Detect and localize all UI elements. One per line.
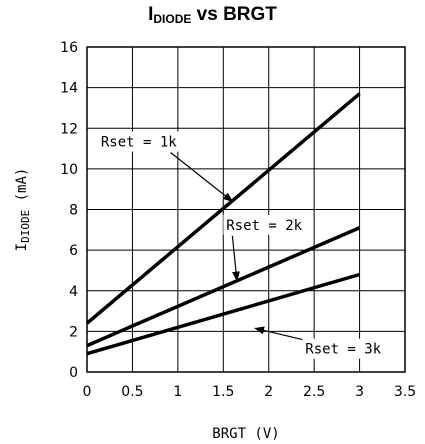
annotation-arrow xyxy=(170,152,234,202)
y-tick-label: 0 xyxy=(69,365,78,381)
series-line xyxy=(86,226,361,348)
series-lines xyxy=(85,92,361,356)
y-tick-label: 14 xyxy=(60,81,78,97)
series-line xyxy=(86,272,361,356)
x-tick-label: 1.5 xyxy=(212,384,234,400)
chart-title-rest: vs BRGT xyxy=(191,4,277,25)
x-tick-label: 3.5 xyxy=(394,384,416,400)
y-tick-label: 12 xyxy=(60,121,78,137)
annotation-label: Rset = 1k xyxy=(101,135,177,151)
y-tick-label: 4 xyxy=(69,284,78,300)
y-axis-label-subscript: DIODE xyxy=(19,210,32,243)
annotation-background xyxy=(302,338,385,359)
y-tick-label: 10 xyxy=(60,162,78,178)
x-tick-label: 2.5 xyxy=(303,384,325,400)
annotation-arrow xyxy=(231,235,240,282)
y-axis-label-main: I xyxy=(14,243,30,251)
x-tick-label: 1 xyxy=(173,384,182,400)
y-axis-label: IDIODE (mA) xyxy=(14,168,32,252)
chart-title: IDIODE vs BRGT xyxy=(0,4,425,26)
x-tick-label: 0 xyxy=(83,384,92,400)
annotation-label: Rset = 2k xyxy=(226,218,302,234)
x-tick-label: 2 xyxy=(264,384,273,400)
chart-title-subscript: DIODE xyxy=(153,12,192,26)
y-axis-label-rest: (mA) xyxy=(14,168,30,210)
series-line xyxy=(85,92,361,325)
x-tick-label: 3 xyxy=(355,384,364,400)
chart-title-main: I xyxy=(148,4,154,25)
y-tick-label: 6 xyxy=(69,243,78,259)
y-tick-label: 16 xyxy=(60,40,78,56)
annotation-label: Rset = 3k xyxy=(305,342,381,358)
plot-frame xyxy=(86,46,406,373)
series-annotations: Rset = 1k Rset = 2k Rset = 3k xyxy=(97,131,385,359)
x-tick-label: 0.5 xyxy=(121,384,143,400)
tick-labels: 0 0.5 1 1.5 2 2.5 3 3.5 0 2 4 6 8 10 12 14 16 xyxy=(60,40,416,400)
annotation-background xyxy=(97,131,180,152)
y-tick-label: 2 xyxy=(69,324,78,340)
x-axis-label: BRGT (V) xyxy=(212,426,279,442)
annotation-background xyxy=(223,214,305,235)
annotation-arrow xyxy=(254,326,312,343)
y-tick-label: 8 xyxy=(69,203,78,219)
